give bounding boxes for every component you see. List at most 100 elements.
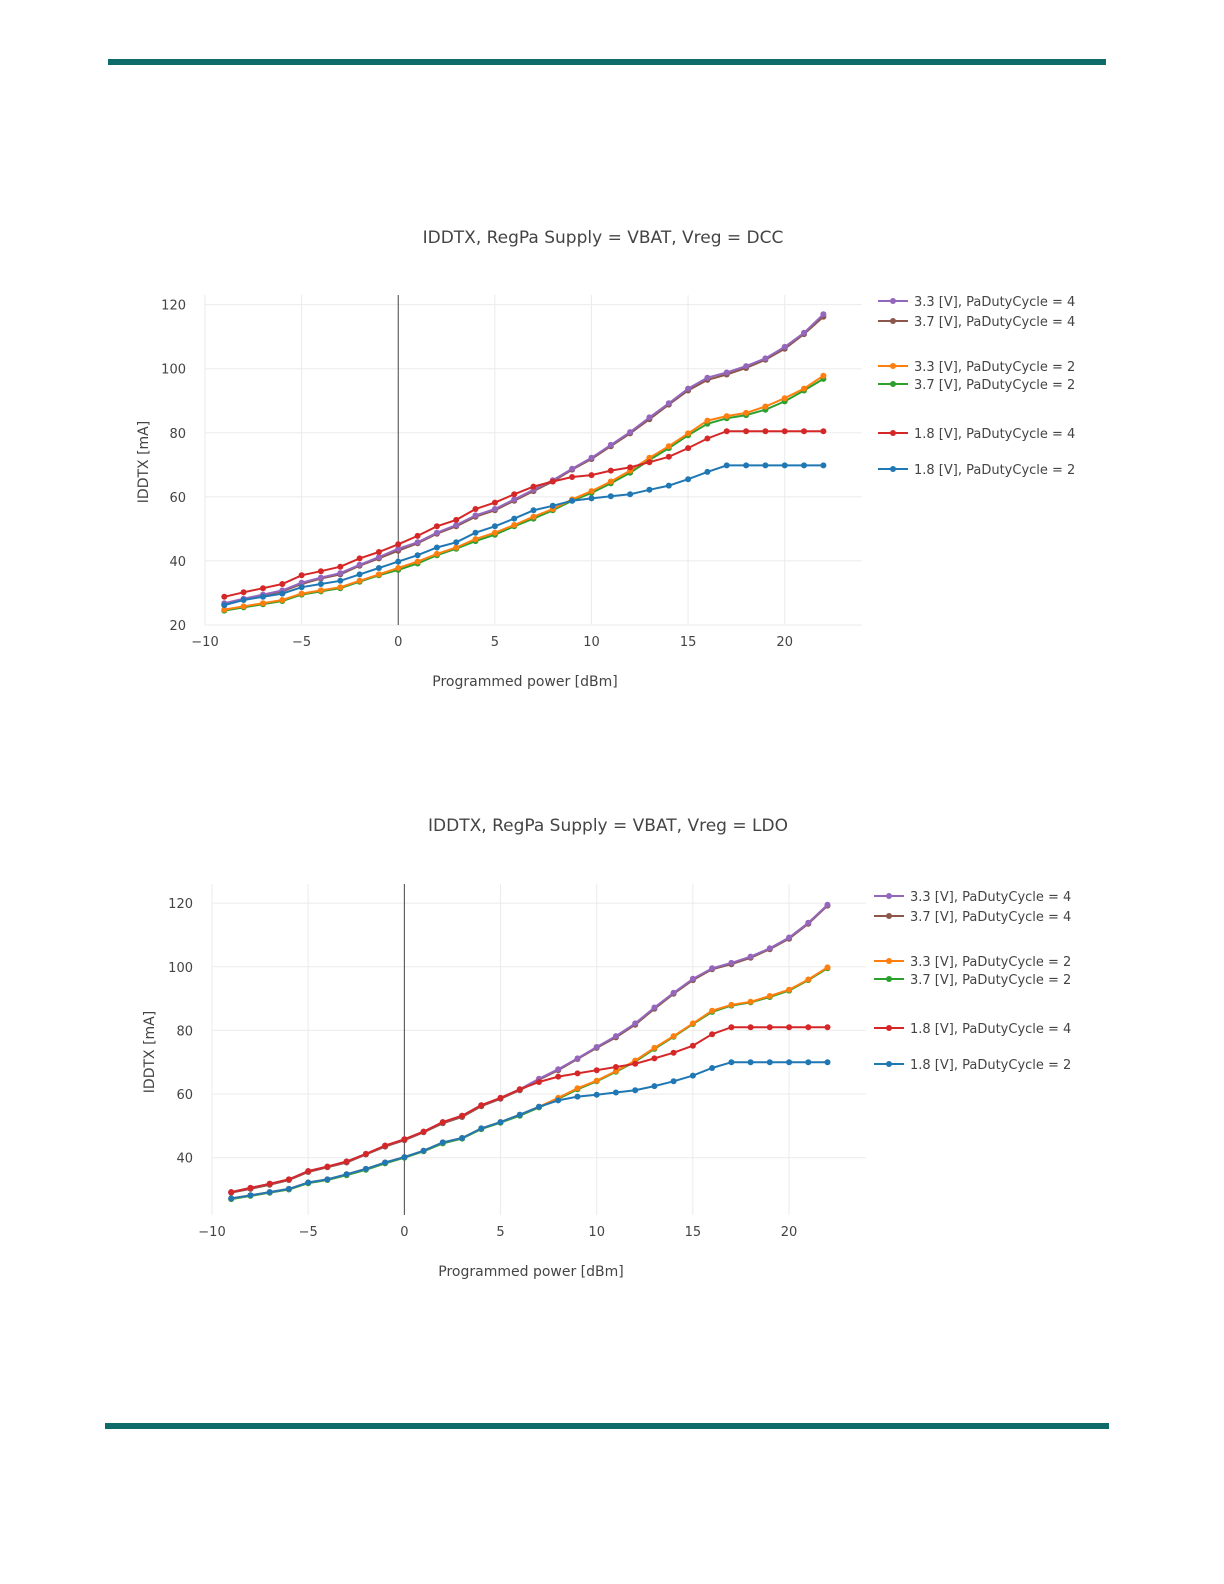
dcc-legend-label: 1.8 [V], PaDutyCycle = 4 (914, 427, 1075, 442)
ldo-legend-item[interactable]: 1.8 [V], PaDutyCycle = 4 (874, 1022, 1071, 1037)
ldo-legend-marker (886, 1061, 892, 1067)
dcc-legend-item[interactable]: 3.7 [V], PaDutyCycle = 4 (878, 315, 1075, 330)
ldo-y-axis-title: IDDTX [mA] (142, 1011, 158, 1093)
ldo-data-point (343, 1171, 350, 1178)
ldo-data-point (228, 1195, 235, 1202)
dcc-data-point (433, 529, 440, 536)
dcc-y-tick-label: 100 (161, 363, 186, 378)
dcc-data-point (781, 343, 788, 350)
ldo-data-point (362, 1165, 369, 1172)
dcc-data-point (781, 462, 788, 469)
ldo-data-point (382, 1142, 389, 1149)
ldo-data-point (555, 1097, 562, 1104)
dcc-data-point (530, 483, 537, 490)
dcc-data-point (453, 539, 460, 546)
dcc-data-point (646, 459, 653, 466)
ldo-y-tick-label: 80 (176, 1024, 193, 1039)
dcc-data-point (569, 474, 576, 480)
ldo-data-point (439, 1119, 446, 1126)
dcc-legend: 3.3 [V], PaDutyCycle = 4 3.7 [V], PaDutyC… (878, 295, 1075, 478)
ldo-data-point (285, 1185, 292, 1192)
dcc-data-point (723, 369, 730, 376)
dcc-legend-item[interactable]: 1.8 [V], PaDutyCycle = 2 (878, 463, 1075, 478)
ldo-data-point (766, 1059, 773, 1066)
dcc-legend-item[interactable]: 3.3 [V], PaDutyCycle = 4 (878, 295, 1075, 310)
dcc-x-tick-label: −5 (292, 635, 311, 650)
ldo-data-point (324, 1163, 331, 1170)
dcc-data-point (607, 478, 614, 485)
dcc-data-point (472, 536, 479, 543)
ldo-data-point (651, 1004, 658, 1011)
dcc-x-tick-label: −10 (191, 635, 218, 650)
dcc-y-tick-label: 20 (169, 619, 186, 634)
ldo-legend-item[interactable]: 3.3 [V], PaDutyCycle = 2 (874, 955, 1071, 970)
dcc-data-point (801, 385, 807, 392)
dcc-series-5 (221, 428, 827, 600)
ldo-data-point (689, 1042, 696, 1049)
ldo-legend-marker (886, 893, 892, 899)
dcc-data-point (279, 590, 286, 597)
ldo-data-point (747, 1059, 754, 1066)
ldo-data-point (709, 1031, 716, 1038)
ldo-data-point (766, 993, 773, 999)
dcc-data-point (453, 516, 460, 523)
dcc-data-point (356, 561, 363, 568)
ldo-legend-item[interactable]: 1.8 [V], PaDutyCycle = 2 (874, 1058, 1071, 1073)
ldo-data-point (382, 1159, 389, 1166)
ldo-data-point (459, 1112, 466, 1119)
dcc-data-point (588, 454, 595, 461)
dcc-data-point (646, 486, 653, 493)
dcc-x-tick-label: 20 (776, 635, 793, 650)
dcc-data-point (453, 522, 460, 528)
dcc-data-point (704, 468, 711, 475)
dcc-data-point (646, 414, 653, 421)
dcc-legend-item[interactable]: 3.7 [V], PaDutyCycle = 2 (878, 378, 1075, 393)
dcc-data-point (260, 593, 266, 600)
ldo-data-point (228, 1189, 235, 1196)
ldo-data-point (247, 1192, 254, 1199)
ldo-legend-item[interactable]: 3.7 [V], PaDutyCycle = 2 (874, 973, 1071, 988)
dcc-legend-item[interactable]: 1.8 [V], PaDutyCycle = 4 (878, 427, 1075, 442)
ldo-data-point (670, 1049, 677, 1056)
dcc-data-point (511, 496, 518, 503)
dcc-data-point (743, 363, 750, 370)
ldo-x-tick-label: 15 (685, 1225, 702, 1240)
ldo-series-line (231, 904, 829, 1194)
ldo-x-tick-label: −5 (299, 1225, 318, 1240)
dcc-legend-item[interactable]: 3.3 [V], PaDutyCycle = 2 (878, 360, 1075, 375)
ldo-legend-label: 3.3 [V], PaDutyCycle = 2 (910, 955, 1071, 970)
dcc-data-point (511, 515, 518, 522)
ldo-data-point (536, 1103, 542, 1110)
dcc-data-point (801, 462, 807, 469)
dcc-data-point (375, 554, 382, 561)
ldo-legend-item[interactable]: 3.3 [V], PaDutyCycle = 4 (874, 890, 1071, 905)
ldo-data-point (593, 1091, 600, 1098)
ldo-legend-marker (886, 913, 892, 919)
dcc-data-point (723, 462, 730, 469)
ldo-y-tick-label: 60 (176, 1088, 193, 1103)
dcc-data-point (395, 541, 402, 548)
ldo-data-point (651, 1083, 658, 1090)
ldo-x-tick-label: 5 (496, 1225, 504, 1240)
dcc-x-tick-label: 10 (583, 635, 600, 650)
dcc-data-point (665, 453, 672, 460)
ldo-data-point (593, 1044, 600, 1050)
ldo-legend-label: 3.7 [V], PaDutyCycle = 2 (910, 973, 1071, 988)
dcc-data-point (375, 549, 382, 555)
ldo-x-tick-label: 0 (400, 1225, 408, 1240)
dcc-data-point (221, 602, 228, 609)
dcc-legend-marker (890, 466, 896, 472)
dcc-x-tick-label: 5 (491, 635, 499, 650)
ldo-legend-item[interactable]: 3.7 [V], PaDutyCycle = 4 (874, 910, 1071, 925)
ldo-data-point (728, 959, 735, 966)
dcc-data-point (530, 507, 537, 514)
dcc-data-point (298, 590, 305, 597)
dcc-data-point (221, 593, 228, 600)
dcc-data-point (762, 462, 769, 469)
ldo-data-point (689, 975, 696, 982)
ldo-data-point (497, 1119, 504, 1126)
ldo-data-point (670, 1078, 677, 1085)
ldo-data-point (420, 1128, 427, 1135)
ldo-y-tick-label: 120 (168, 897, 193, 912)
ldo-x-tick-label: 20 (781, 1225, 798, 1240)
